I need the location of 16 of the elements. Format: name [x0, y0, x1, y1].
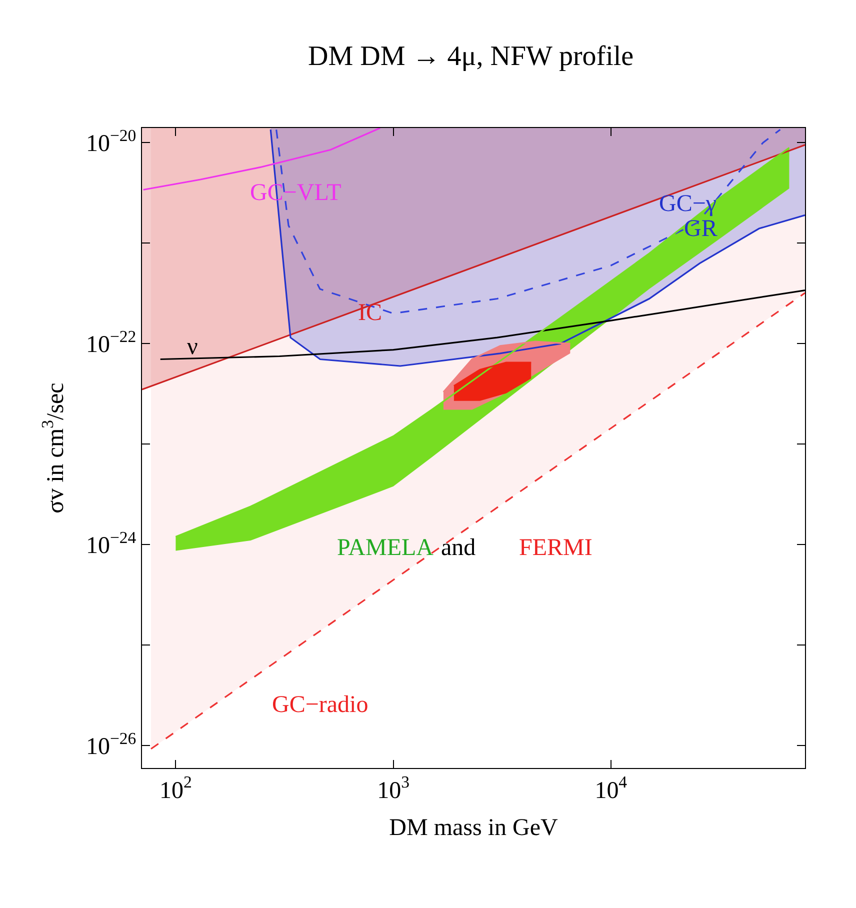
annotation: GC−radio — [272, 692, 368, 718]
annotation: FERMI — [519, 535, 592, 561]
chart-title: DM DM → 4μ, NFW profile — [308, 41, 634, 72]
annotation: IC — [358, 300, 382, 326]
y-tick-label: 10$^{−22}$ — [86, 327, 136, 358]
y-tick-label: 10$^{−24}$ — [86, 528, 137, 560]
y-tick-label: 10$^{−20}$ — [86, 126, 136, 158]
annotation: and — [441, 535, 476, 561]
x-tick-label: 10$^{2}$ — [160, 772, 192, 804]
x-tick-label: 10$^{3}$ — [377, 772, 410, 804]
x-axis-title: DM mass in GeV — [389, 815, 558, 842]
y-tick-label: 10$^{−26}$ — [86, 729, 136, 760]
annotation: PAMELA — [337, 535, 434, 561]
annotation: GR — [684, 216, 718, 242]
annotation: ν — [187, 334, 198, 360]
x-tick-label: 10$^{4}$ — [594, 772, 628, 804]
